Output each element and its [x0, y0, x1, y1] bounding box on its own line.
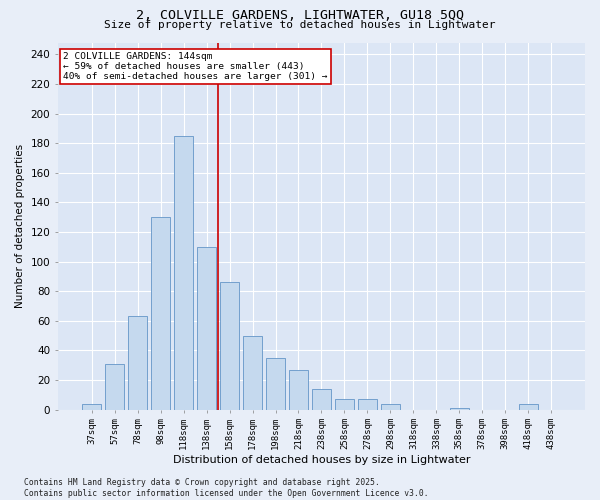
Bar [289, 370, 308, 410]
Bar [266, 358, 285, 410]
Bar [82, 404, 101, 409]
Bar [312, 389, 331, 409]
Bar [518, 404, 538, 409]
Text: Contains HM Land Registry data © Crown copyright and database right 2025.
Contai: Contains HM Land Registry data © Crown c… [24, 478, 428, 498]
Bar [197, 246, 217, 410]
Bar [380, 404, 400, 409]
Text: 2, COLVILLE GARDENS, LIGHTWATER, GU18 5QQ: 2, COLVILLE GARDENS, LIGHTWATER, GU18 5Q… [136, 9, 464, 22]
X-axis label: Distribution of detached houses by size in Lightwater: Distribution of detached houses by size … [173, 455, 470, 465]
Bar [220, 282, 239, 410]
Bar [449, 408, 469, 410]
Bar [151, 217, 170, 410]
Text: Size of property relative to detached houses in Lightwater: Size of property relative to detached ho… [104, 20, 496, 30]
Y-axis label: Number of detached properties: Number of detached properties [15, 144, 25, 308]
Text: 2 COLVILLE GARDENS: 144sqm
← 59% of detached houses are smaller (443)
40% of sem: 2 COLVILLE GARDENS: 144sqm ← 59% of deta… [63, 52, 328, 82]
Bar [243, 336, 262, 409]
Bar [105, 364, 124, 410]
Bar [128, 316, 148, 410]
Bar [335, 399, 354, 409]
Bar [358, 399, 377, 409]
Bar [174, 136, 193, 409]
